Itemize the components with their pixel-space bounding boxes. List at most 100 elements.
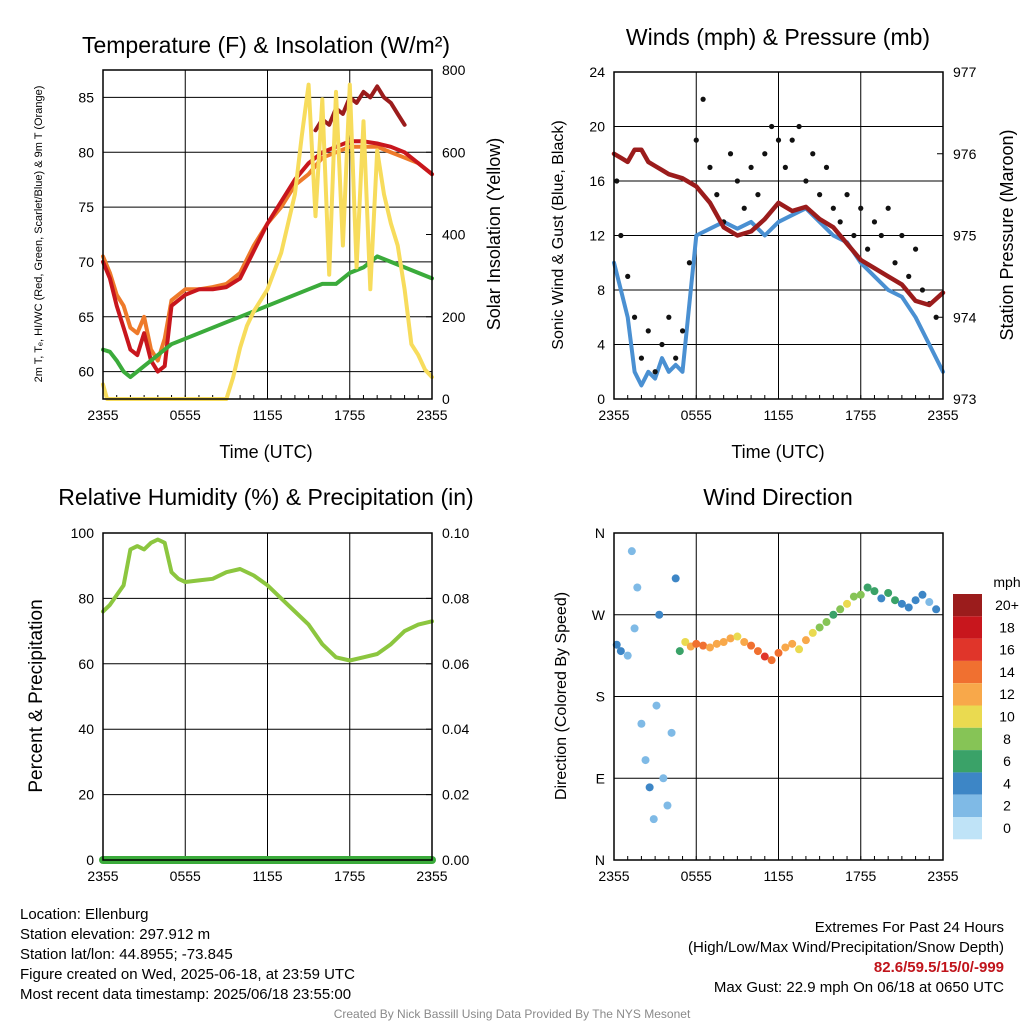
y-right-tick-label: 0.02 (442, 787, 469, 803)
colorbar-swatch (953, 817, 982, 840)
y-tick-label: 70 (78, 254, 94, 270)
gust-point (673, 355, 679, 361)
colorbar-swatch (953, 594, 982, 617)
winds-panel: Winds (mph) & Pressure (mb) Sonic Wind &… (550, 24, 1017, 462)
direction-point (655, 610, 664, 619)
gust-point (686, 260, 692, 266)
x-tick-label: 2355 (927, 868, 958, 884)
gust-point (789, 137, 795, 143)
gust-point (631, 314, 638, 320)
extremes-values: 82.6/59.5/15/0/-999 (873, 959, 1004, 976)
direction-point (822, 618, 831, 627)
y-tick-label: E (596, 770, 605, 786)
direction-point (645, 783, 654, 792)
x-tick-label: 2355 (416, 868, 447, 884)
colorbar-label: 14 (999, 664, 1015, 680)
gust-point (796, 123, 802, 130)
y-tick-label: 20 (589, 119, 605, 135)
gust-point (700, 96, 706, 102)
colorbar-label: 2 (1003, 798, 1011, 814)
x-tick-label: 1755 (845, 407, 876, 423)
y-right-tick-label: 977 (953, 64, 977, 80)
elevation-text: Station elevation: 297.912 m (20, 926, 211, 943)
winds-title: Winds (mph) & Pressure (mb) (626, 24, 930, 50)
temperature-left-axis-label: 2m T, Tₑ, HI/WC (Red, Green, Scarlet/Blu… (33, 86, 45, 383)
location-text: Location: Ellenburg (20, 906, 149, 923)
direction-point (870, 587, 879, 596)
direction-point (630, 624, 639, 633)
station-info: Location: Ellenburg Station elevation: 2… (20, 905, 355, 1005)
gust-point (714, 192, 720, 198)
extremes-info: Extremes For Past 24 Hours (High/Low/Max… (688, 918, 1004, 998)
x-tick-label: 0555 (681, 868, 712, 884)
direction-point (767, 656, 776, 665)
y-right-tick-label: 0.04 (442, 721, 469, 737)
direction-point (918, 590, 927, 599)
gust-point (618, 232, 624, 239)
y-tick-label: N (595, 525, 605, 541)
y-right-tick-label: 0.10 (442, 525, 469, 541)
x-tick-label: 2355 (87, 868, 118, 884)
y-tick-label: 85 (78, 89, 94, 105)
humidity-panel: Relative Humidity (%) & Precipitation (i… (26, 484, 474, 884)
gust-point (919, 287, 926, 293)
direction-point (801, 636, 810, 645)
direction-point (712, 639, 721, 648)
direction-title: Wind Direction (703, 484, 853, 510)
gust-point (775, 137, 782, 143)
direction-left-axis-label: Direction (Colored By Speed) (553, 592, 570, 800)
y-right-tick-label: 0.06 (442, 656, 469, 672)
gust-point (755, 192, 761, 198)
gust-point (679, 328, 686, 334)
winds-left-axis-label: Sonic Wind & Gust (Blue, Black) (550, 120, 567, 349)
gust-point (645, 328, 651, 334)
y-tick-label: 20 (78, 787, 94, 803)
direction-point (904, 603, 913, 612)
y-tick-label: S (596, 689, 605, 705)
y-tick-label: 60 (78, 364, 94, 380)
y-tick-label: N (595, 852, 605, 868)
gust-point (638, 355, 645, 361)
y-tick-label: 65 (78, 309, 94, 325)
direction-point (667, 728, 676, 737)
y-right-tick-label: 973 (953, 391, 977, 407)
gust-point (769, 123, 775, 130)
gust-point (878, 232, 884, 239)
direction-point (932, 605, 941, 614)
gust-point (871, 219, 878, 225)
direction-point (781, 643, 790, 652)
direction-point (897, 599, 906, 608)
gust-point (830, 205, 836, 211)
latlon-text: Station lat/lon: 44.8955; -73.845 (20, 946, 233, 963)
direction-point (641, 756, 650, 765)
direction-point (659, 774, 668, 783)
humidity-title: Relative Humidity (%) & Precipitation (i… (58, 484, 473, 510)
y-tick-label: W (592, 607, 606, 623)
y-tick-label: 8 (597, 282, 605, 298)
direction-point (856, 590, 865, 599)
gust-point (659, 341, 665, 348)
y-right-tick-label: 975 (953, 228, 977, 244)
gust-point (837, 219, 843, 225)
x-tick-label: 1755 (334, 407, 365, 423)
direction-point (774, 648, 783, 657)
direction-point (891, 596, 900, 605)
gust-point (734, 178, 740, 184)
colorbar-title: mph (993, 574, 1020, 590)
colorbar-swatch (953, 638, 982, 661)
plot-frame (102, 532, 433, 861)
colorbar-label: 8 (1003, 731, 1011, 747)
x-tick-label: 1155 (763, 407, 793, 423)
direction-point (649, 815, 658, 824)
x-tick-label: 0555 (681, 407, 712, 423)
y-tick-label: 12 (589, 228, 605, 244)
x-tick-label: 2355 (416, 407, 447, 423)
gust-point (614, 178, 620, 184)
gust-point (817, 192, 823, 198)
y-tick-label: 100 (71, 525, 95, 541)
series-line (611, 147, 946, 308)
y-right-tick-label: 800 (442, 62, 466, 78)
colorbar-label: 10 (999, 709, 1015, 725)
y-right-tick-label: 600 (442, 144, 466, 160)
direction-point (616, 647, 625, 656)
